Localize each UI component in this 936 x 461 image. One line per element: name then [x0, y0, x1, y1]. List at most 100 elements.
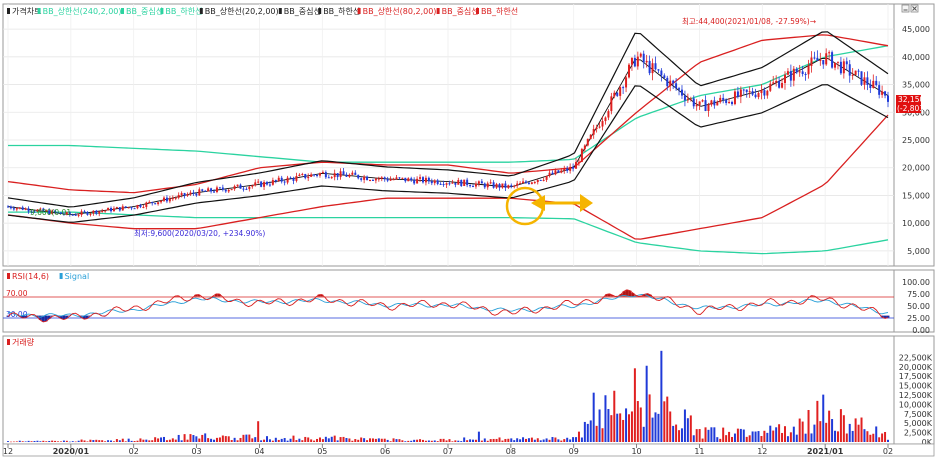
- volume-bar: [9, 441, 12, 443]
- legend-item: BB_상한선(240,2,00): [43, 6, 122, 16]
- volume-bar: [151, 440, 154, 442]
- candle-body: [842, 61, 845, 74]
- candle-body: [834, 62, 837, 68]
- volume-bar: [834, 430, 837, 442]
- candle-body: [248, 186, 251, 190]
- candle-body: [65, 212, 68, 215]
- candle-body: [698, 101, 701, 105]
- candle-body: [342, 171, 345, 175]
- candle-body: [313, 174, 316, 176]
- volume-bar: [472, 439, 475, 442]
- volume-bar: [286, 440, 289, 442]
- volume-bar: [816, 400, 819, 442]
- volume-bar: [195, 436, 198, 442]
- volume-bar: [130, 440, 133, 442]
- legend-item: RSI(14,6): [12, 272, 49, 281]
- bollinger-bands: [7, 31, 889, 255]
- candle-body: [630, 57, 633, 65]
- candle-body: [118, 207, 121, 211]
- rsi-y-tick: 100.00: [902, 278, 930, 287]
- candle-body: [198, 189, 201, 196]
- candle-body: [189, 192, 192, 195]
- candle-body: [760, 90, 763, 94]
- volume-bar: [227, 436, 230, 442]
- legend-swatch: [357, 8, 361, 14]
- volume-bar: [207, 438, 210, 442]
- candle-body: [719, 97, 722, 103]
- candle-body: [863, 77, 866, 85]
- candle-body: [260, 181, 263, 187]
- volume-bar: [101, 440, 104, 442]
- volume-y-tick: 2,500K: [904, 429, 933, 438]
- volume-bar: [260, 440, 263, 442]
- volume-bar: [333, 435, 336, 442]
- volume-bar: [336, 440, 339, 442]
- volume-bar: [383, 438, 386, 442]
- candle-body: [539, 179, 542, 181]
- candle-body: [522, 181, 525, 184]
- volume-bar: [48, 440, 51, 442]
- volume-bar: [533, 439, 536, 442]
- volume-bar: [454, 440, 457, 442]
- candle-body: [466, 179, 469, 186]
- candle-body: [872, 80, 875, 88]
- candle-body: [230, 189, 233, 191]
- rsi-y-tick: 25.00: [907, 314, 930, 323]
- candle-body: [454, 182, 457, 185]
- candle-body: [613, 92, 616, 97]
- volume-bar: [24, 441, 27, 442]
- volume-bar: [419, 439, 422, 442]
- price-y-tick: 35,000: [902, 81, 930, 90]
- volume-bar: [642, 426, 645, 442]
- candle-body: [283, 181, 286, 183]
- candle-body: [442, 184, 445, 186]
- candle-body: [672, 80, 675, 84]
- candle-body: [127, 207, 130, 209]
- volume-bar: [577, 431, 580, 442]
- volume-bar: [660, 350, 663, 442]
- volume-bar: [304, 436, 307, 442]
- candle-body: [280, 177, 283, 182]
- candle-body: [421, 177, 424, 183]
- panel-close-icon[interactable]: [910, 4, 919, 13]
- candle-body: [201, 189, 204, 191]
- candle-body: [704, 100, 707, 112]
- volume-bar: [548, 439, 551, 442]
- volume-bar: [698, 429, 701, 442]
- candle-body: [542, 179, 545, 181]
- volume-bar: [265, 436, 268, 442]
- volume-bar: [98, 440, 101, 442]
- volume-bar: [218, 437, 221, 442]
- candle-body: [59, 212, 62, 214]
- panel-minimize-icon[interactable]: [901, 4, 910, 13]
- volume-bar: [133, 441, 136, 442]
- volume-bar: [766, 432, 769, 442]
- volume-bar: [781, 432, 784, 442]
- x-axis-labels: 12 2020/01 02 03 04 05 06 07 08 09 10 11 12 2021/01 02: [3, 444, 893, 456]
- price-y-axis: 45,00040,00035,00030,00025,00020,00015,0…: [902, 25, 930, 256]
- volume-bar: [436, 441, 439, 442]
- legend-item: BB_하한선: [323, 6, 360, 16]
- candle-body: [795, 68, 798, 73]
- candle-body: [798, 71, 801, 73]
- candle-body: [645, 60, 648, 63]
- volume-bar: [760, 436, 763, 442]
- candle-body: [878, 85, 881, 95]
- volume-bar: [516, 438, 519, 442]
- legend-swatch: [121, 8, 124, 14]
- volume-bar: [654, 412, 657, 442]
- candle-body: [881, 91, 884, 95]
- volume-bar: [530, 437, 533, 442]
- candle-body: [689, 98, 692, 100]
- candle-body: [816, 57, 819, 61]
- candle-body: [330, 177, 333, 179]
- candle-body: [18, 207, 21, 209]
- candle-body: [866, 77, 869, 85]
- volume-bar: [845, 433, 848, 442]
- volume-bar: [215, 437, 218, 442]
- volume-bar: [230, 440, 233, 442]
- candle-body: [869, 84, 872, 88]
- volume-y-tick: 15,000K: [899, 382, 933, 391]
- volume-bar: [504, 438, 507, 442]
- volume-bar: [157, 438, 160, 442]
